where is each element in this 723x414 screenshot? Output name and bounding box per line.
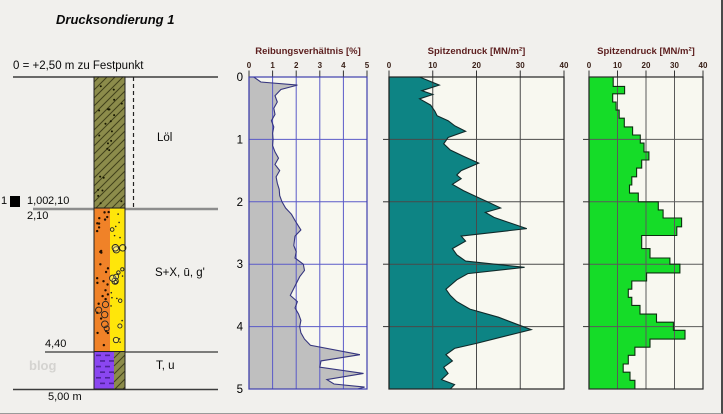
x-tick-label: 0 <box>247 61 252 70</box>
depth-tick-label: 1 <box>237 134 243 146</box>
x-tick-label: 0 <box>387 61 392 70</box>
depth-tick-label: 2 <box>237 197 243 209</box>
chart-title: Spitzendruck [MN/m²] <box>597 46 695 57</box>
x-tick-label: 3 <box>318 61 323 70</box>
base-depth-label: 5,00 m <box>48 391 82 403</box>
x-tick-label: 0 <box>587 61 592 70</box>
x-tick-label: 40 <box>560 61 569 70</box>
watermark-text: blog <box>29 358 57 373</box>
sample-marker-value-b: 2,10 <box>48 195 70 207</box>
depth-label-2-10: 2,10 <box>27 210 49 222</box>
x-tick-label: 10 <box>428 61 437 70</box>
x-tick-label: 4 <box>341 61 346 70</box>
x-tick-label: 20 <box>472 61 481 70</box>
depth-tick-label: 0 <box>237 72 243 84</box>
depth-tick-label: 4 <box>237 322 244 334</box>
depth-label-4-40: 4,40 <box>45 338 67 350</box>
borehole-column <box>93 76 135 390</box>
x-tick-label: 5 <box>365 61 370 70</box>
layer-label-tu: T, u <box>156 360 175 372</box>
x-tick-label: 2 <box>294 61 299 70</box>
x-tick-label: 30 <box>670 61 679 70</box>
sample-marker-square-icon <box>10 196 20 207</box>
x-tick-label: 20 <box>642 61 651 70</box>
x-tick-label: 10 <box>613 61 622 70</box>
page-title: Drucksondierung 1 <box>56 12 175 27</box>
x-tick-label: 40 <box>699 61 708 70</box>
chart-title: Reibungsverhältnis [%] <box>255 46 361 57</box>
x-tick-label: 1 <box>270 61 275 70</box>
tip-resistance-area-chart: 0 10 20 30 40 Spitzendruck [MN/m²] <box>383 46 569 390</box>
sample-marker-value-a: 1,00 <box>27 195 49 207</box>
sample-marker-number: 1 <box>1 195 8 207</box>
layer-label-sx: S+X, ū, g' <box>155 267 205 279</box>
layer-label-loel: Löl <box>157 132 173 144</box>
x-tick-label: 30 <box>516 61 525 70</box>
tip-resistance-step-chart: 0 10 20 30 40 Spitzendruck [MN/m²] <box>583 46 708 390</box>
depth-tick-label: 5 <box>237 384 243 396</box>
depth-tick-label: 3 <box>237 259 243 271</box>
chart-title: Spitzendruck [MN/m²] <box>428 46 526 57</box>
datum-label: 0 = +2,50 m zu Festpunkt <box>13 60 144 72</box>
